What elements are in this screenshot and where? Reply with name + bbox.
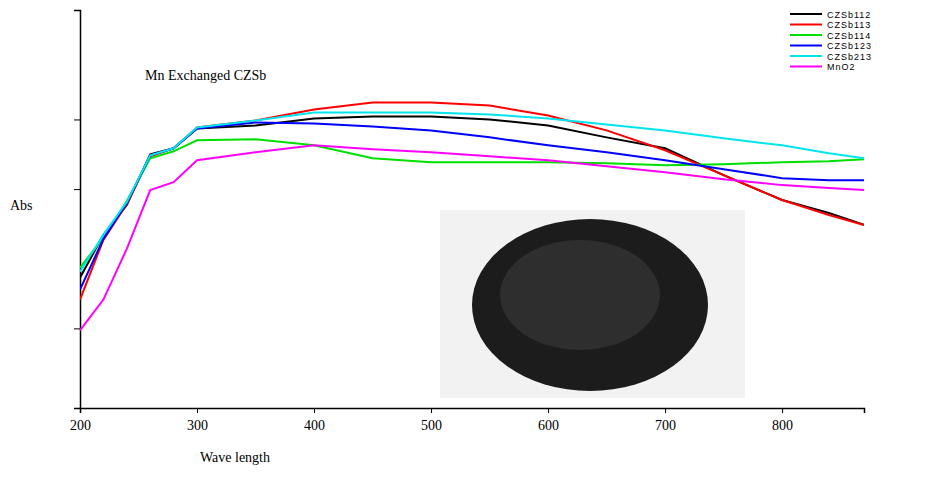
legend-label: CZSb213 xyxy=(827,52,872,62)
plot: 200 300 400 500 600 700 800 xyxy=(70,11,865,434)
y-tick-mark xyxy=(74,10,80,11)
x-tick-label: 600 xyxy=(538,418,559,433)
x-tick-label: 200 xyxy=(70,418,91,433)
legend-label: CZSb114 xyxy=(827,31,871,41)
legend-swatch xyxy=(790,34,822,36)
chart: 200 300 400 500 600 700 800 Mn Exchanged CZSb Ab… xyxy=(0,0,945,488)
legend-label: CZSb112 xyxy=(827,10,871,20)
legend-swatch xyxy=(790,13,822,15)
x-tick: 800 xyxy=(772,408,793,433)
x-axis-line xyxy=(81,409,865,414)
x-tick-mark xyxy=(782,408,783,413)
x-tick-label: 800 xyxy=(772,418,793,433)
x-tick-label: 300 xyxy=(187,418,208,433)
x-tick: 200 xyxy=(70,408,91,433)
legend-item: CZSb114 xyxy=(790,31,871,41)
y-tick-mark xyxy=(74,328,80,329)
legend-swatch xyxy=(790,24,822,26)
x-tick: 500 xyxy=(421,408,442,433)
photo-sample-highlight xyxy=(500,240,660,350)
y-tick xyxy=(74,189,80,190)
legend-item: MnO2 xyxy=(790,62,856,72)
x-tick-mark xyxy=(665,408,666,413)
x-tick-mark xyxy=(548,408,549,413)
y-tick-mark xyxy=(74,189,80,190)
photo-background xyxy=(440,210,745,398)
x-axis: 200 300 400 500 600 700 800 xyxy=(70,408,865,433)
x-tick: 400 xyxy=(304,408,325,433)
x-tick-label: 500 xyxy=(421,418,442,433)
x-tick: 700 xyxy=(655,408,676,433)
x-tick-label: 400 xyxy=(304,418,325,433)
legend: CZSb112CZSb113CZSb114CZSb123CZSb213MnO2 xyxy=(790,10,872,73)
legend-swatch xyxy=(790,45,822,47)
x-tick-mark xyxy=(314,408,315,413)
x-tick-mark xyxy=(431,408,432,413)
x-tick-label: 700 xyxy=(655,418,676,433)
x-tick: 600 xyxy=(538,408,559,433)
y-tick-mark xyxy=(74,119,80,120)
x-tick-mark xyxy=(197,408,198,413)
x-tick: 300 xyxy=(187,408,208,433)
y-tick xyxy=(74,119,80,120)
legend-swatch xyxy=(790,55,822,57)
y-tick xyxy=(74,328,80,329)
photo-sample xyxy=(472,219,708,391)
legend-label: MnO2 xyxy=(827,62,856,72)
y-axis-line xyxy=(74,11,81,409)
photo-inset xyxy=(440,210,745,398)
y-axis-title: Abs xyxy=(10,198,33,213)
y-axis xyxy=(74,11,81,409)
legend-label: CZSb123 xyxy=(827,41,872,51)
legend-label: CZSb113 xyxy=(827,20,871,30)
legend-item: CZSb213 xyxy=(790,52,872,62)
legend-item: CZSb112 xyxy=(790,10,871,20)
x-axis-title: Wave length xyxy=(200,450,270,465)
title: Mn Exchanged CZSb xyxy=(145,68,266,83)
legend-item: CZSb113 xyxy=(790,20,871,30)
legend-item: CZSb123 xyxy=(790,41,872,51)
y-tick xyxy=(74,10,80,11)
legend-swatch xyxy=(790,66,822,68)
